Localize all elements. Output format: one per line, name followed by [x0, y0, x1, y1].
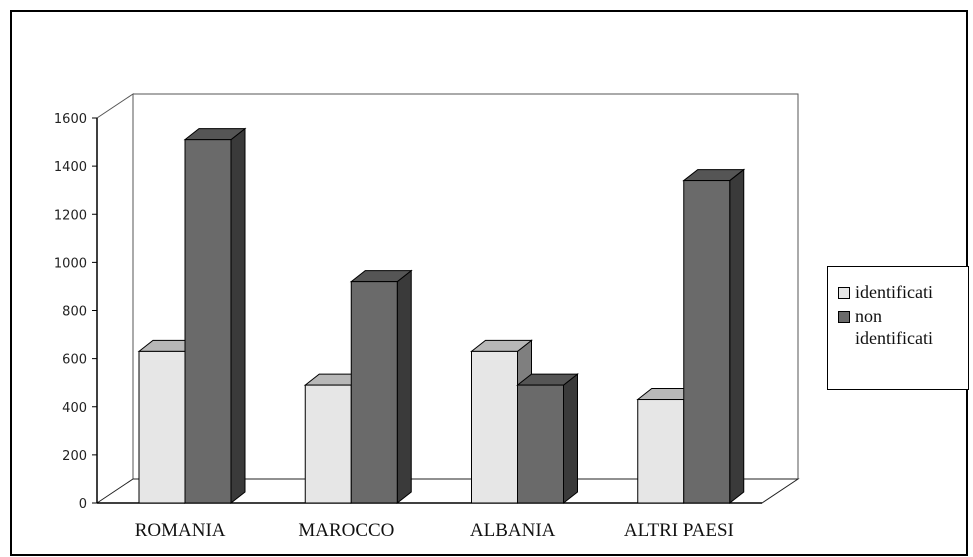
legend-item-identificati: identificati: [838, 281, 962, 303]
x-category-label: ALTRI PAESI: [624, 520, 734, 541]
bar-front: [517, 384, 564, 504]
bar-side: [563, 373, 578, 505]
y-tick-label: 1000: [54, 256, 87, 271]
bar-side: [230, 127, 246, 505]
bar: [682, 168, 746, 505]
y-tick-label: 200: [62, 449, 87, 464]
bar: [349, 269, 413, 505]
legend-item-non-identificati: non identificati: [838, 305, 962, 349]
bar: [183, 127, 247, 505]
x-category-label: ALBANIA: [470, 520, 556, 541]
y-tick-label: 1600: [54, 112, 87, 127]
y-axis-ticks: 0 200 400 600 800 1000 1200 1400 1600: [54, 112, 97, 512]
back-left-wall: [96, 93, 134, 503]
back-wall: [133, 93, 799, 479]
x-axis-labels: ROMANIA MAROCCO ALBANIA ALTRI PAESI: [135, 520, 734, 541]
x-category-label: MAROCCO: [298, 520, 394, 541]
y-tick-label: 800: [62, 305, 87, 320]
legend-label-identificati: identificati: [855, 282, 933, 302]
bar-front: [471, 350, 518, 504]
legend-swatch-non-identificati: [838, 311, 850, 323]
legend: identificati non identificati: [827, 266, 969, 390]
bar: [516, 373, 579, 505]
bar-front: [637, 399, 685, 504]
bar-side: [396, 269, 412, 505]
y-tick-label: 400: [62, 401, 87, 416]
bar-front: [683, 180, 731, 504]
y-tick-label: 600: [62, 353, 87, 368]
y-tick-label: 1200: [54, 208, 87, 223]
bar-front: [304, 384, 352, 504]
y-tick-label: 1400: [54, 160, 87, 175]
y-tick-label: 0: [79, 497, 87, 512]
bar-front: [184, 139, 232, 504]
bars: [137, 127, 746, 505]
bar-front: [350, 281, 398, 504]
bar-side: [729, 168, 745, 505]
legend-label-non-identificati: non identificati: [855, 306, 933, 348]
bar-front: [138, 350, 186, 504]
legend-swatch-identificati: [838, 287, 850, 299]
x-category-label: ROMANIA: [135, 520, 226, 541]
